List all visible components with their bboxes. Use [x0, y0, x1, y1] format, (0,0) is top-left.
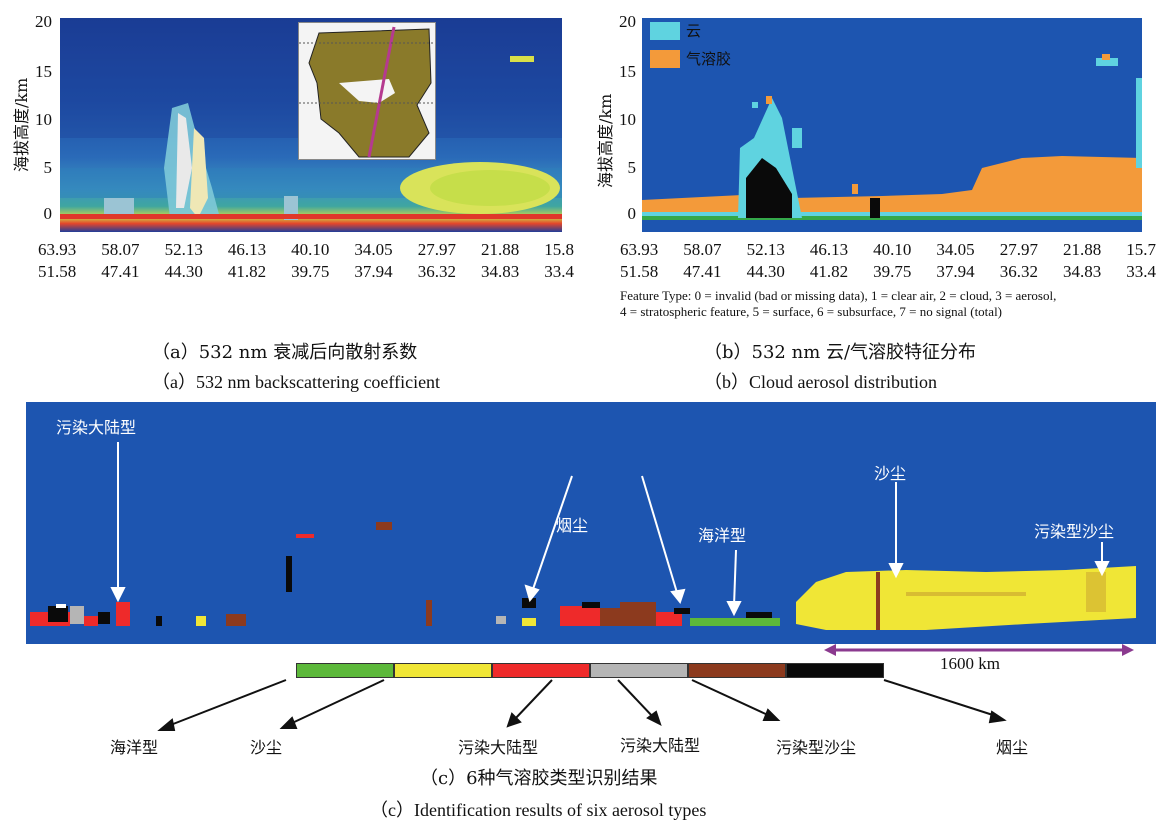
x-tick: 40.10: [291, 240, 330, 259]
legend-swatch-aerosol: [650, 50, 680, 68]
x-tick: 27.97: [417, 240, 456, 259]
caption-a-cn: （a）532 nm 衰减后向散射系数: [152, 342, 418, 363]
caption-c-en: （c）Identification results of six aerosol…: [370, 800, 707, 820]
legend-swatch-cloud: [650, 22, 680, 40]
type-label-polluted-dust: 污染型沙尘: [776, 738, 857, 757]
y-tick: 15: [35, 62, 52, 81]
scale-label: 1600 km: [940, 654, 1000, 673]
caption-c-cn: （c）6种气溶胶类型识别结果: [420, 768, 658, 789]
x-tick: 44.30: [746, 262, 785, 281]
x-ticks-row1: 63.93 58.07 52.13 46.13 40.10 34.05 27.9…: [620, 240, 1156, 260]
caption-b-cn: （b）532 nm 云/气溶胶特征分布: [704, 342, 977, 363]
annot-polluted-dust: 污染型沙尘: [1034, 522, 1115, 541]
annot-marine: 海洋型: [698, 526, 747, 545]
caption-a-en: （a）532 nm backscattering coefficient: [152, 372, 441, 392]
x-tick: 51.58: [620, 262, 659, 281]
annot-polluted-continental: 污染大陆型: [56, 418, 137, 437]
x-tick: 41.82: [809, 262, 849, 281]
y-axis-label: 海拔高度/km: [12, 77, 31, 172]
type-label-polluted-continental-2: 污染大陆型: [620, 736, 701, 755]
x-tick: 44.30: [164, 262, 203, 281]
y-tick: 5: [627, 158, 637, 177]
x-tick: 52.13: [164, 240, 203, 259]
x-tick: 36.32: [417, 262, 456, 281]
colorbar-polluted-dust: [688, 663, 786, 678]
x-tick: 46.13: [227, 240, 267, 259]
x-ticks-row2: 51.58 47.41 44.30 41.82 39.75 37.94 36.3…: [620, 262, 1156, 282]
y-tick: 10: [35, 110, 52, 129]
caption-b-en: （b）Cloud aerosol distribution: [704, 372, 937, 392]
colorbar-polluted-continental-gray: [590, 663, 688, 678]
x-tick: 63.93: [620, 240, 659, 259]
y-tick: 0: [43, 204, 53, 223]
x-tick: 39.75: [873, 262, 912, 281]
x-tick: 15.7: [1126, 240, 1156, 259]
x-tick: 34.05: [354, 240, 393, 259]
feature-type-note-2: 4 = stratospheric feature, 5 = surface, …: [620, 304, 1003, 319]
scale-arrow: [824, 644, 1134, 656]
x-ticks-row2: 51.58 47.41 44.30 41.82 39.75 37.94 36.3…: [38, 262, 574, 282]
aerosol-type-plot: 污染大陆型 烟尘 海洋型 沙尘 污染型沙尘: [26, 402, 1156, 644]
y-tick: 10: [619, 110, 636, 129]
y-tick: 5: [43, 158, 53, 177]
colorbar-smoke: [786, 663, 884, 678]
x-tick: 34.83: [480, 262, 520, 281]
x-tick: 47.41: [101, 262, 140, 281]
colorbar-dust: [394, 663, 492, 678]
x-ticks-row1: 63.93 58.07 52.13 46.13 40.10 34.05 27.9…: [38, 240, 574, 260]
annot-dust: 沙尘: [874, 464, 907, 483]
x-tick: 37.94: [936, 262, 975, 281]
colorbar-polluted-continental-red: [492, 663, 590, 678]
x-tick: 34.05: [936, 240, 975, 259]
x-tick: 34.83: [1062, 262, 1102, 281]
x-tick: 41.82: [227, 262, 267, 281]
x-tick: 33.4: [544, 262, 574, 281]
x-tick: 46.13: [809, 240, 849, 259]
x-tick: 58.07: [683, 240, 722, 259]
x-tick: 37.94: [354, 262, 393, 281]
x-tick: 27.97: [999, 240, 1038, 259]
colorbar-marine: [296, 663, 394, 678]
x-tick: 51.58: [38, 262, 77, 281]
annot-smoke: 烟尘: [556, 516, 589, 535]
type-label-polluted-continental-1: 污染大陆型: [458, 738, 539, 757]
x-tick: 47.41: [683, 262, 722, 281]
backscatter-plot: [60, 18, 562, 232]
x-tick: 58.07: [101, 240, 140, 259]
type-label-arrows: [157, 679, 1007, 731]
y-tick: 20: [619, 12, 636, 31]
x-tick: 21.88: [480, 240, 520, 259]
x-tick: 52.13: [746, 240, 785, 259]
x-tick: 39.75: [291, 262, 330, 281]
y-tick: 0: [627, 204, 637, 223]
cloud-aerosol-plot: 云 气溶胶: [642, 18, 1142, 232]
y-tick: 20: [35, 12, 52, 31]
legend-label-aerosol: 气溶胶: [686, 50, 732, 68]
x-tick: 40.10: [873, 240, 912, 259]
x-tick: 33.4: [1126, 262, 1156, 281]
inset-map: [298, 22, 436, 160]
x-tick: 36.32: [999, 262, 1038, 281]
x-tick: 15.8: [544, 240, 574, 259]
y-axis-label: 海拔高度/km: [596, 93, 615, 188]
y-tick: 15: [619, 62, 636, 81]
type-label-smoke: 烟尘: [996, 738, 1029, 757]
x-tick: 21.88: [1062, 240, 1102, 259]
legend-label-cloud: 云: [686, 22, 702, 40]
type-label-dust: 沙尘: [250, 738, 283, 757]
x-tick: 63.93: [38, 240, 77, 259]
type-label-marine: 海洋型: [110, 738, 159, 757]
feature-type-note-1: Feature Type: 0 = invalid (bad or missin…: [620, 288, 1057, 303]
